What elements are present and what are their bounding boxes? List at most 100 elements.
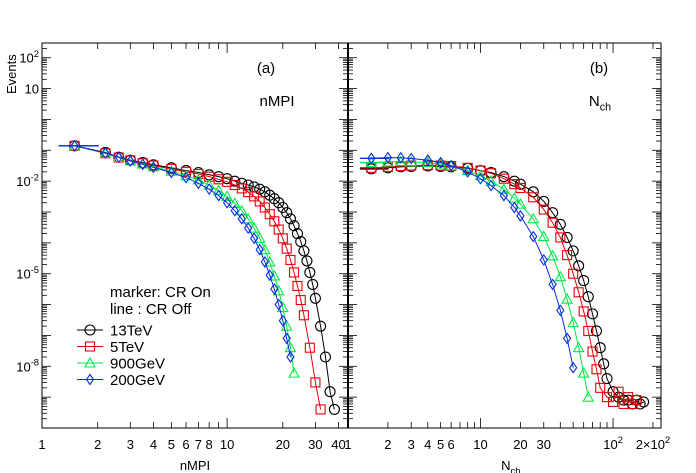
series-line-5TeV bbox=[74, 145, 322, 410]
data-point-13TeV bbox=[324, 386, 336, 398]
y-tick-label: 10-5 bbox=[16, 265, 39, 282]
data-point-200GeV bbox=[126, 155, 135, 167]
y-tick-label: 10-8 bbox=[16, 357, 39, 374]
data-point-200GeV bbox=[499, 189, 509, 202]
x-tick-label: 20 bbox=[276, 437, 290, 452]
y-tick-label: 10 bbox=[25, 82, 39, 97]
data-point-5TeV bbox=[591, 364, 602, 375]
data-point-200GeV bbox=[181, 171, 191, 184]
x-tick-label: 10 bbox=[220, 437, 234, 452]
x-tick-label: 6 bbox=[448, 437, 455, 452]
data-point-200GeV bbox=[476, 172, 485, 185]
data-point-200GeV bbox=[260, 256, 270, 268]
data-point-13TeV bbox=[328, 403, 340, 415]
data-point-200GeV bbox=[167, 166, 176, 179]
y-tick-label: 10-2 bbox=[16, 172, 39, 189]
data-point-200GeV bbox=[463, 165, 472, 178]
data-point-5TeV bbox=[292, 280, 303, 292]
data-point-5TeV bbox=[315, 404, 326, 415]
data-point-5TeV bbox=[515, 182, 526, 194]
data-point-5TeV bbox=[310, 377, 321, 388]
data-point-5TeV bbox=[587, 346, 598, 357]
data-point-13TeV bbox=[590, 325, 603, 337]
data-point-900GeV bbox=[527, 212, 540, 224]
data-point-200GeV bbox=[138, 158, 147, 171]
data-point-200GeV bbox=[194, 177, 203, 190]
data-point-900GeV bbox=[288, 367, 300, 378]
data-point-5TeV bbox=[583, 325, 594, 336]
data-point-5TeV bbox=[631, 395, 642, 406]
series-900GeV bbox=[359, 155, 595, 402]
data-point-5TeV bbox=[435, 160, 446, 171]
data-point-900GeV bbox=[405, 155, 418, 167]
data-point-200GeV bbox=[114, 151, 123, 164]
data-point-900GeV bbox=[567, 316, 580, 328]
x-tick-label: 30 bbox=[537, 437, 551, 452]
data-point-200GeV bbox=[282, 332, 291, 345]
series-line-13TeV bbox=[74, 145, 335, 410]
data-point-900GeV bbox=[554, 270, 567, 282]
data-point-200GeV bbox=[274, 298, 283, 311]
data-point-5TeV bbox=[277, 233, 288, 244]
data-point-5TeV bbox=[485, 168, 497, 179]
series-layer bbox=[359, 151, 650, 410]
data-point-200GeV bbox=[270, 283, 279, 295]
data-point-5TeV bbox=[595, 382, 606, 393]
legend-label: 13TeV bbox=[110, 323, 153, 340]
data-point-900GeV bbox=[514, 197, 527, 209]
data-point-200GeV bbox=[383, 151, 393, 164]
panel-title: Nch bbox=[589, 93, 611, 114]
data-point-13TeV bbox=[301, 255, 313, 267]
data-point-200GeV bbox=[255, 243, 264, 256]
data-point-13TeV bbox=[554, 218, 566, 230]
data-point-200GeV bbox=[446, 159, 456, 172]
x-tick-label: 2×102 bbox=[636, 435, 671, 452]
data-point-5TeV bbox=[538, 204, 549, 215]
x-tick-label: 20 bbox=[513, 437, 527, 452]
data-point-13TeV bbox=[284, 213, 297, 225]
x-tick-label: 2 bbox=[384, 437, 391, 452]
data-point-5TeV bbox=[298, 310, 309, 321]
data-point-200GeV bbox=[278, 314, 287, 327]
legend-label: 200GeV bbox=[110, 372, 165, 389]
data-point-200GeV bbox=[222, 196, 232, 209]
data-point-900GeV bbox=[228, 197, 241, 208]
x-tick-label: 30 bbox=[308, 437, 322, 452]
data-point-200GeV bbox=[539, 253, 548, 266]
data-point-200GeV bbox=[237, 212, 246, 225]
data-point-200GeV bbox=[214, 189, 223, 202]
x-tick-label: 8 bbox=[206, 437, 213, 452]
data-point-13TeV bbox=[281, 207, 293, 219]
data-point-13TeV bbox=[309, 292, 321, 304]
data-point-900GeV bbox=[537, 230, 550, 242]
data-point-200GeV bbox=[407, 152, 416, 165]
series-200GeV bbox=[58, 139, 295, 363]
data-point-900GeV bbox=[221, 190, 234, 201]
data-point-5TeV bbox=[578, 306, 589, 317]
data-point-5TeV bbox=[304, 342, 315, 353]
data-point-13TeV bbox=[315, 320, 327, 332]
data-point-900GeV bbox=[561, 293, 574, 304]
data-point-13TeV bbox=[638, 396, 650, 408]
x-tick-label: 4 bbox=[424, 437, 431, 452]
data-point-5TeV bbox=[281, 243, 292, 254]
data-point-200GeV bbox=[562, 332, 572, 345]
data-point-13TeV bbox=[573, 260, 585, 272]
data-point-200GeV bbox=[367, 152, 376, 165]
data-point-200GeV bbox=[568, 361, 578, 374]
legend-marker bbox=[84, 356, 96, 368]
data-point-13TeV bbox=[538, 195, 550, 207]
series-13TeV bbox=[359, 160, 650, 410]
data-point-900GeV bbox=[582, 391, 595, 402]
data-point-5TeV bbox=[222, 176, 233, 187]
panel-b-nch: 1 2 3 4 5 6 10 20 30 102 2×102 Nch (b) Nch bbox=[344, 42, 671, 473]
data-point-13TeV bbox=[601, 373, 613, 385]
data-point-13TeV bbox=[304, 266, 316, 278]
data-point-900GeV bbox=[365, 156, 378, 168]
legend-marker bbox=[85, 373, 95, 386]
data-point-200GeV bbox=[510, 201, 519, 214]
data-point-13TeV bbox=[254, 183, 266, 195]
legend-marker bbox=[84, 324, 96, 336]
panel-title: nMPI bbox=[259, 93, 294, 110]
